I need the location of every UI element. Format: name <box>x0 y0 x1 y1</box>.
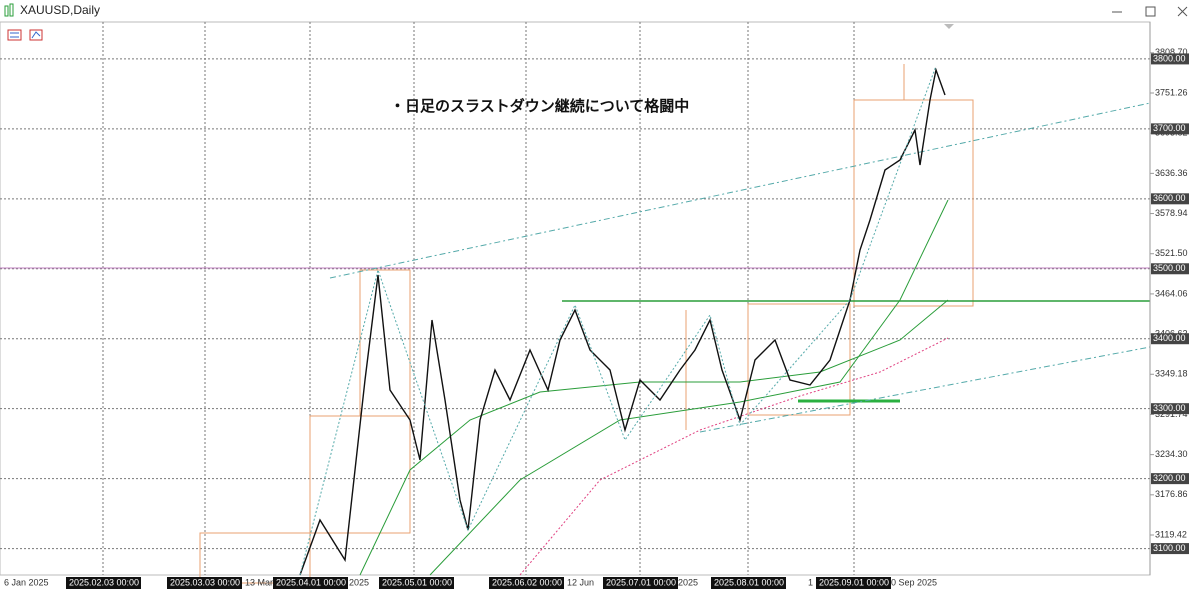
price-box <box>1151 543 1189 555</box>
price-box <box>1151 403 1189 415</box>
symbol-icon <box>4 3 14 17</box>
shift-marker <box>944 24 954 29</box>
title-bar <box>0 0 1200 22</box>
price-box-label: 3200.00 <box>1153 473 1186 483</box>
date-box-label: 2025.08.01 00:00 <box>714 577 784 587</box>
price-label: 3176.86 <box>1155 489 1188 499</box>
date-box-label: 2025.05.01 00:00 <box>382 577 452 587</box>
window-title: XAUUSD,Daily <box>20 3 100 17</box>
date-box <box>379 577 454 589</box>
price-label: 3119.42 <box>1155 529 1187 539</box>
price-label: 3521.50 <box>1155 248 1188 258</box>
price-box-label: 3300.00 <box>1153 403 1186 413</box>
date-box <box>489 577 564 589</box>
horizontal-grid <box>0 58 1150 550</box>
price-box <box>1151 263 1189 275</box>
price-box <box>1151 123 1189 135</box>
price-axis: 3808.703751.263693.823636.363578.943521.… <box>1149 22 1189 575</box>
vertical-grid <box>102 22 855 575</box>
date-label: 6 Jan 2025 <box>4 577 49 587</box>
close-button[interactable] <box>1177 6 1188 17</box>
price-box-label: 3100.00 <box>1153 543 1186 553</box>
date-box <box>816 577 891 589</box>
date-box <box>167 577 242 589</box>
date-label: 2025 <box>349 577 369 587</box>
maximize-button[interactable] <box>1145 6 1156 17</box>
drawings <box>0 64 1151 584</box>
price-label: 3234.30 <box>1155 449 1188 459</box>
date-box-label: 2025.03.03 00:00 <box>170 577 240 587</box>
date-box-label: 2025.07.01 00:00 <box>606 577 676 587</box>
date-label: 2025 <box>678 577 698 587</box>
date-label: 0 Sep 2025 <box>891 577 937 587</box>
price-box <box>1151 193 1189 205</box>
price-label: 3808.70 <box>1155 47 1188 57</box>
annotation: ・日足のスラストダウン継続について格闘中 <box>390 97 689 115</box>
date-label: 13 Mar <box>245 577 273 587</box>
date-box <box>66 577 141 589</box>
date-label: 1 <box>808 577 813 587</box>
price-box-label: 3600.00 <box>1153 193 1186 203</box>
price-label: 3464.06 <box>1155 288 1188 298</box>
price-label: 3578.94 <box>1155 208 1188 218</box>
date-box-label: 2025.04.01 00:00 <box>276 577 346 587</box>
date-box <box>711 577 786 589</box>
date-label: 12 Jun <box>567 577 594 587</box>
price-label: 3636.36 <box>1155 168 1188 178</box>
date-box-label: 2025.02.03 00:00 <box>69 577 139 587</box>
price-label: 3349.18 <box>1155 369 1188 379</box>
price-box <box>1151 53 1189 65</box>
price-box <box>1151 473 1189 485</box>
date-box <box>603 577 678 589</box>
price-box <box>1151 333 1189 345</box>
time-axis: 6 Jan 2025 13 Mar 2025 12 Jun 2025 1 0 Sep 202… <box>4 577 937 589</box>
date-box-label: 2025.06.02 00:00 <box>492 577 562 587</box>
price-label: 3751.26 <box>1155 87 1188 97</box>
price-box-label: 3700.00 <box>1153 123 1186 133</box>
toolbar-icons[interactable] <box>7 29 43 41</box>
price-box-label: 3500.00 <box>1153 263 1186 273</box>
price-box-label: 3800.00 <box>1153 53 1186 63</box>
date-box <box>273 577 348 589</box>
price-box-label: 3400.00 <box>1153 333 1186 343</box>
date-box-label: 2025.09.01 00:00 <box>819 577 889 587</box>
